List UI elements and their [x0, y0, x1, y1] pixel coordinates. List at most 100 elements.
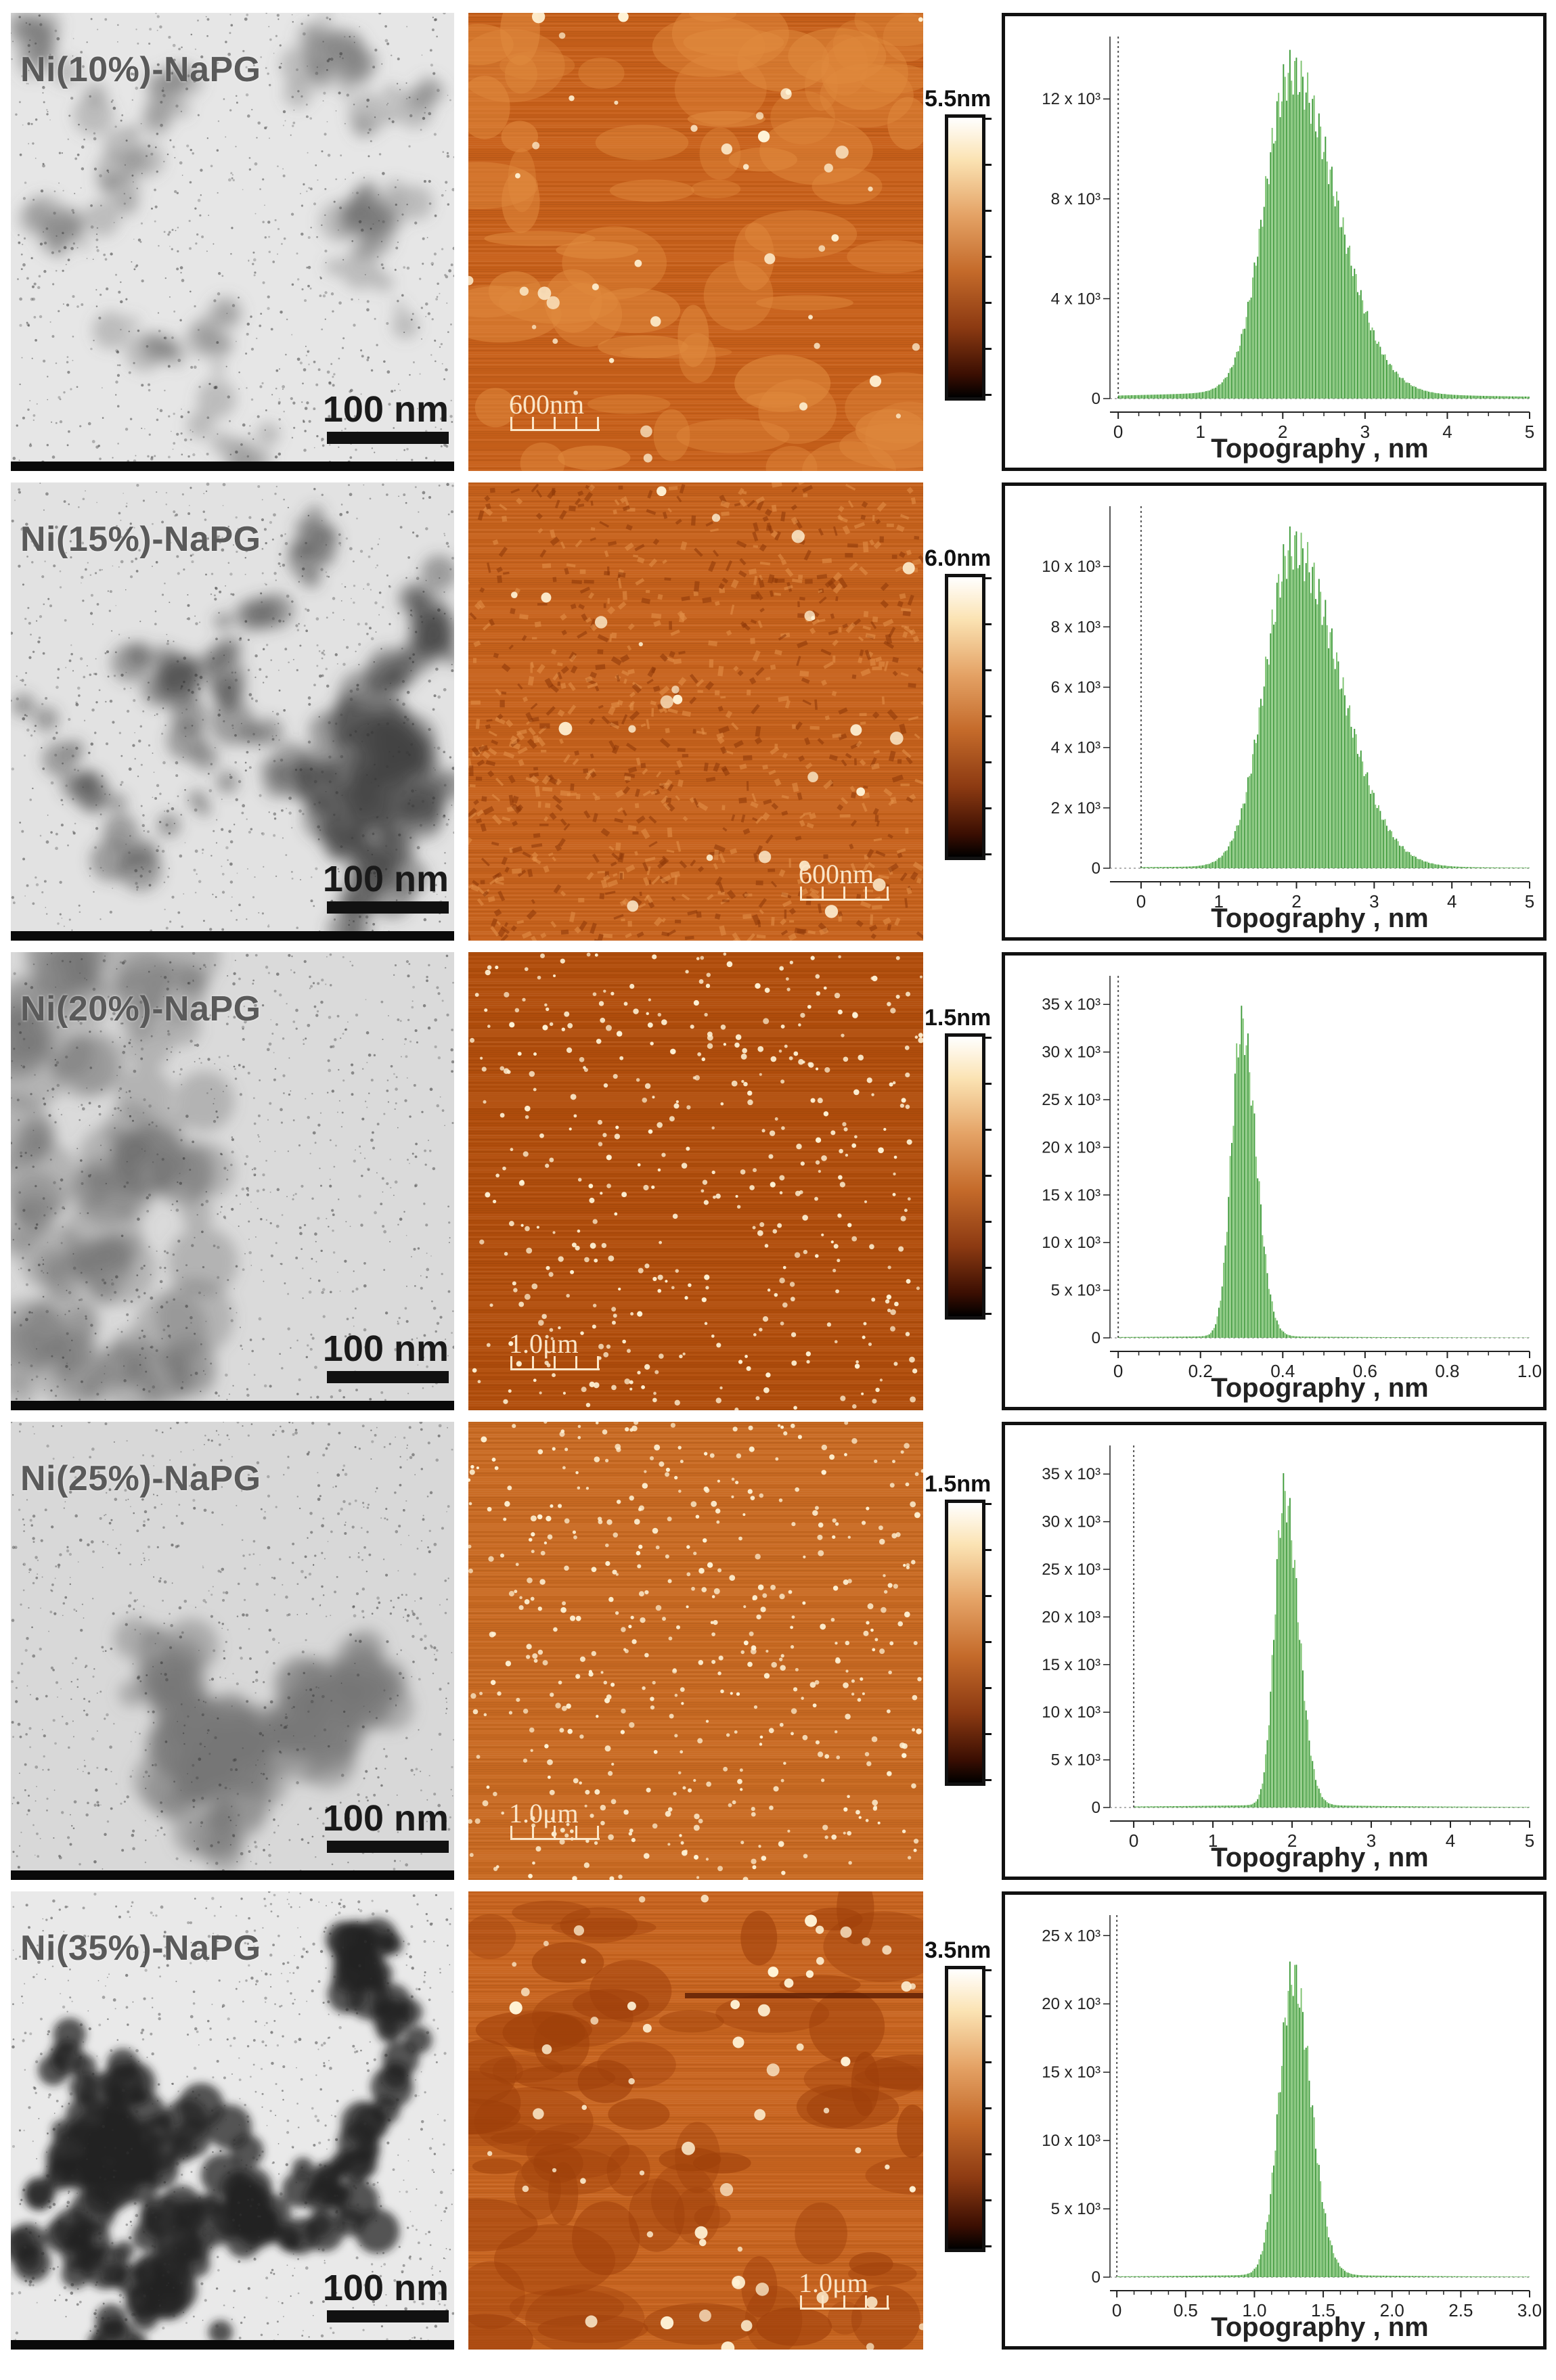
- histogram-bar: [1394, 839, 1396, 868]
- histogram-bar: [1299, 92, 1301, 399]
- x-tick-label: 0.5: [1174, 2300, 1198, 2320]
- histogram-bar: [1315, 599, 1316, 868]
- histogram-bar: [1250, 1105, 1252, 1338]
- histogram-bar: [1220, 384, 1222, 399]
- histogram-bar: [1270, 1691, 1272, 1808]
- histogram-bar: [1465, 395, 1467, 399]
- histogram-bar: [1236, 2275, 1238, 2277]
- histogram-bar: [1333, 1337, 1335, 1338]
- x-tick-label: 0.4: [1270, 1361, 1295, 1381]
- histogram-bar: [1494, 2276, 1496, 2277]
- histogram-bar: [1426, 1806, 1428, 1808]
- histogram-bar: [1347, 1805, 1349, 1808]
- histogram-bar: [1208, 2275, 1210, 2277]
- histogram-bar: [1349, 1337, 1351, 1338]
- histogram-bar: [1218, 1805, 1220, 1808]
- histogram-bar: [1195, 2275, 1197, 2277]
- histogram-bar: [1276, 2114, 1278, 2277]
- histogram-bar: [1153, 1337, 1155, 1338]
- histogram-bar: [1421, 2276, 1423, 2277]
- histogram-bar: [1289, 1961, 1291, 2277]
- histogram-bar: [1346, 715, 1348, 868]
- histogram-bar: [1245, 1805, 1247, 1808]
- histogram-bar: [1410, 2276, 1412, 2277]
- color-scale-bar: [945, 114, 992, 401]
- histogram-bar: [1316, 2163, 1318, 2277]
- histogram-bar: [1408, 852, 1410, 868]
- histogram-bar: [1260, 1204, 1262, 1338]
- histogram-bar: [1376, 808, 1378, 868]
- histogram-bar: [1229, 1805, 1231, 1808]
- histogram-bar: [1373, 1337, 1375, 1338]
- histogram-bar: [1134, 395, 1136, 399]
- histogram-bar: [1157, 395, 1159, 399]
- histogram-bar: [1213, 1328, 1215, 1338]
- y-tick-label: 25 x 10³: [1042, 1927, 1101, 1945]
- histogram-bar: [1467, 395, 1469, 399]
- histogram-bar: [1116, 2276, 1118, 2277]
- histogram-bar: [1513, 2276, 1515, 2277]
- tem-scale-label: 100 nm: [322, 389, 449, 430]
- histogram-bar: [1337, 2262, 1339, 2277]
- histogram-bar: [1454, 1337, 1456, 1338]
- histogram-bar: [1163, 1337, 1165, 1338]
- histogram-bar: [1454, 395, 1456, 399]
- y-tick-label: 15 x 10³: [1042, 2063, 1101, 2082]
- histogram-bar: [1389, 830, 1391, 868]
- histogram-bar: [1407, 851, 1408, 868]
- histogram-bar: [1242, 2274, 1244, 2277]
- histogram-bar: [1483, 2276, 1484, 2277]
- histogram-bar: [1289, 49, 1291, 399]
- histogram-bar: [1166, 394, 1168, 399]
- histogram-bar: [1300, 1337, 1302, 1338]
- color-scale-max-label: 5.5nm: [925, 86, 992, 112]
- histogram-bar: [1305, 1710, 1307, 1808]
- histogram-bar: [1166, 867, 1168, 868]
- histogram-bar: [1415, 386, 1417, 399]
- histogram-bar: [1462, 866, 1463, 868]
- histogram-bar: [1465, 867, 1467, 868]
- histogram-bar: [1194, 1805, 1196, 1808]
- histogram-bar: [1199, 1805, 1201, 1808]
- histogram-bar: [1371, 2275, 1373, 2277]
- histogram-bar: [1468, 395, 1470, 399]
- histogram-bar: [1178, 866, 1180, 868]
- histogram-bar: [1384, 2275, 1386, 2277]
- histogram-bar: [1462, 2276, 1463, 2277]
- histogram-bar: [1394, 1337, 1396, 1338]
- histogram-bar: [1318, 1337, 1320, 1338]
- histogram-bar: [1407, 1337, 1408, 1338]
- histogram-bar: [1355, 1805, 1357, 1808]
- histogram-bar: [1400, 1806, 1402, 1808]
- histogram-bar: [1457, 866, 1459, 868]
- histogram-bar: [1389, 363, 1391, 399]
- histogram-bar: [1161, 1337, 1163, 1338]
- histogram-bar: [1402, 1337, 1404, 1338]
- histogram-bar: [1295, 1578, 1297, 1808]
- histogram-bar: [1263, 206, 1265, 399]
- histogram-bar: [1221, 1805, 1223, 1808]
- histogram-bar: [1289, 1335, 1291, 1338]
- histogram-bar: [1284, 556, 1286, 868]
- histogram-bar: [1488, 1337, 1490, 1338]
- tem-scale-bar: [327, 1841, 449, 1853]
- histogram-bar: [1213, 1805, 1215, 1808]
- histogram-bar: [1412, 856, 1414, 868]
- histogram-bar: [1328, 2237, 1330, 2277]
- figure-row: Ni(35%)-NaPG 100 nm 1.0μm 3.5nm 0 0.5 1.0 1.5 2.…: [0, 1891, 1556, 2350]
- x-tick-label: 1: [1214, 891, 1224, 912]
- histogram-bar: [1189, 393, 1191, 399]
- x-tick-label: 1.0: [1517, 1361, 1542, 1381]
- histogram-bar: [1318, 1789, 1320, 1808]
- histogram-bar: [1270, 633, 1272, 868]
- histogram-bar: [1449, 866, 1450, 868]
- histogram-bar: [1428, 862, 1429, 868]
- x-tick-label: 5: [1525, 891, 1534, 912]
- histogram-bar: [1465, 1337, 1467, 1338]
- histogram-bar: [1200, 865, 1202, 868]
- histogram-bar: [1179, 2276, 1181, 2277]
- histogram-bar: [1128, 1337, 1130, 1338]
- histogram-bar: [1234, 2275, 1236, 2277]
- histogram-bar: [1455, 1337, 1457, 1338]
- histogram-bar: [1139, 395, 1141, 399]
